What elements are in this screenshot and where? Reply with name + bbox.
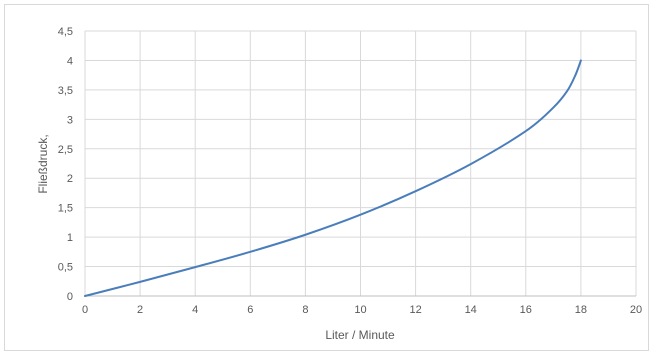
- y-tick-label: 2,5: [58, 144, 73, 156]
- x-tick-label: 18: [575, 304, 587, 316]
- vertical-gridlines: [84, 31, 637, 296]
- series-group: [84, 59, 582, 297]
- x-axis-title: Liter / Minute: [325, 328, 395, 342]
- x-tick-label: 10: [354, 304, 366, 316]
- x-tick-label: 14: [465, 304, 477, 316]
- series-line: [84, 59, 582, 297]
- x-tick-labels: 0 2 4 6 8 10 12 14 16 18 20: [82, 304, 642, 316]
- x-tick-label: 2: [137, 304, 143, 316]
- y-tick-label: 0,5: [58, 262, 73, 274]
- y-tick-label: 1,5: [58, 203, 73, 215]
- y-tick-label: 2: [67, 173, 73, 185]
- x-tick-label: 16: [520, 304, 532, 316]
- y-tick-label: 0: [67, 291, 73, 303]
- x-tick-label: 4: [192, 304, 198, 316]
- y-tick-label: 3: [67, 114, 73, 126]
- x-tick-label: 8: [302, 304, 308, 316]
- horizontal-gridlines: [85, 30, 636, 297]
- y-tick-label: 3,5: [58, 85, 73, 97]
- chart-frame: [4, 4, 649, 351]
- x-tick-label: 6: [247, 304, 253, 316]
- y-tick-label: 1: [67, 232, 73, 244]
- x-tick-label: 20: [630, 304, 642, 316]
- y-axis-title: Fließdruck,: [36, 134, 50, 193]
- y-tick-label: 4: [67, 55, 73, 67]
- x-tick-label: 0: [82, 304, 88, 316]
- y-tick-labels: 0 0,5 1 1,5 2 2,5 3 3,5 4 4,5: [58, 26, 73, 303]
- x-tick-label: 12: [409, 304, 421, 316]
- y-tick-label: 4,5: [58, 26, 73, 38]
